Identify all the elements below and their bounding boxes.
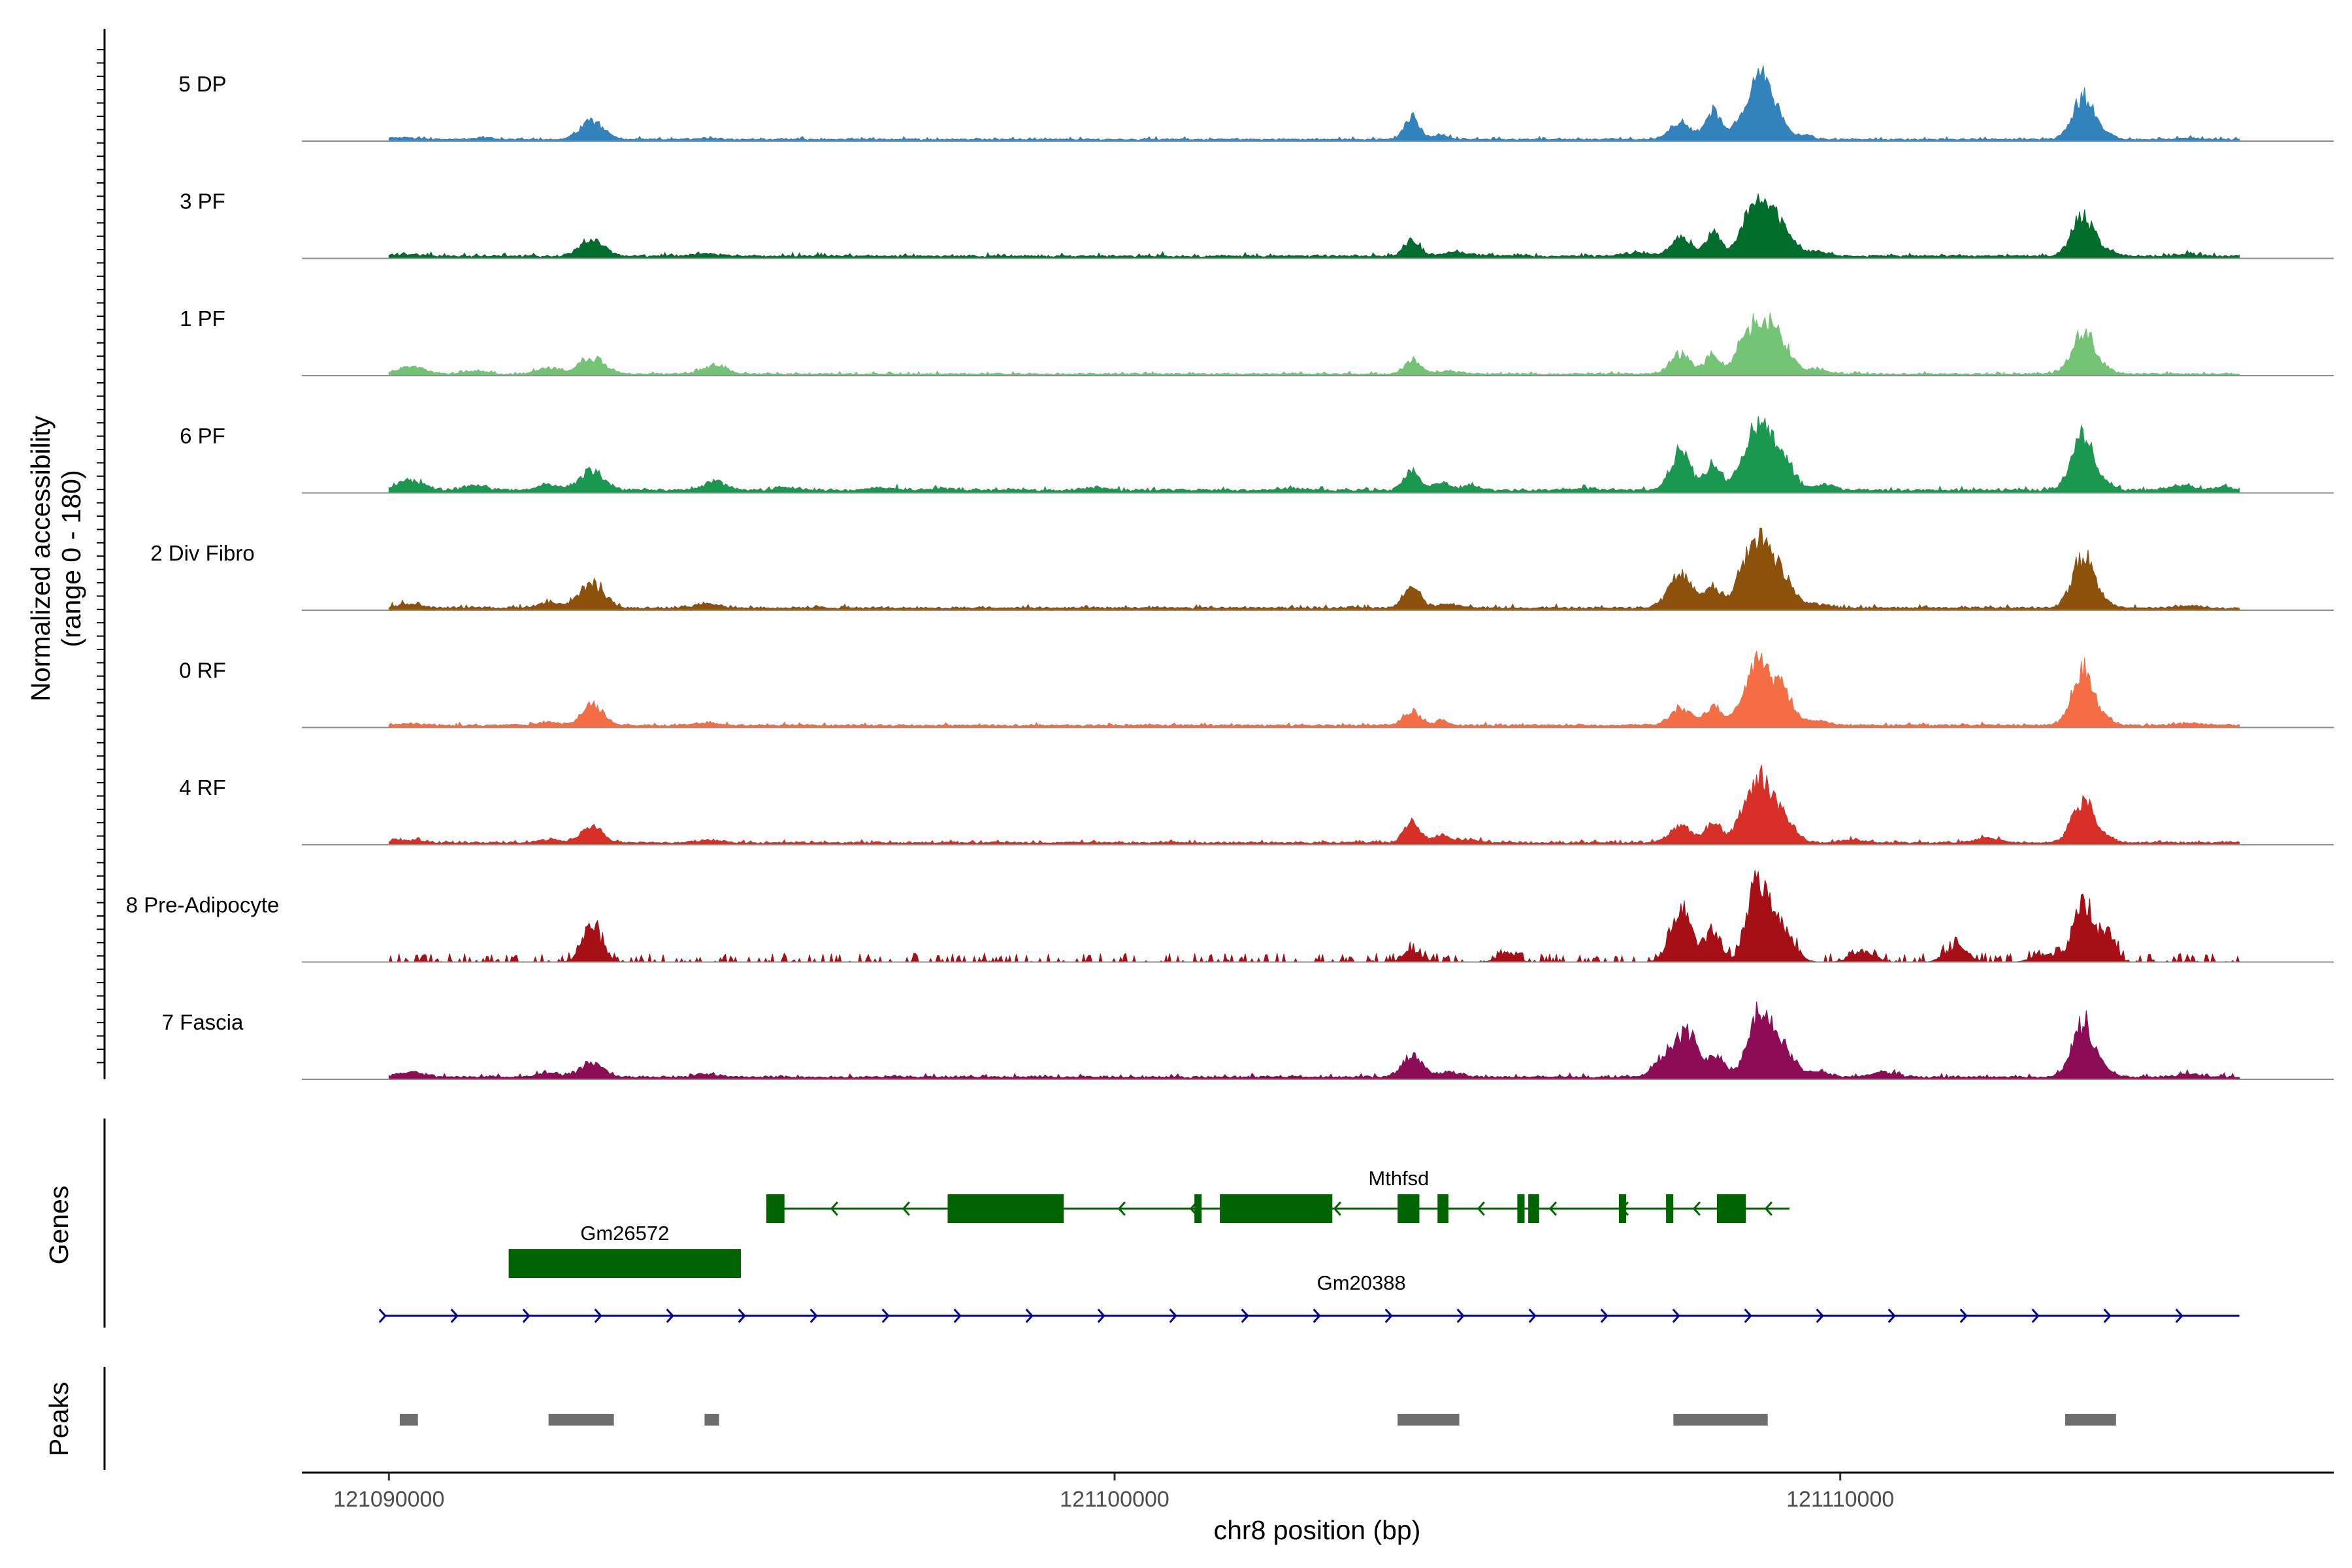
exon [766, 1194, 785, 1223]
exon [1437, 1194, 1448, 1223]
strand-chevron [594, 1308, 602, 1324]
strand-chevron [902, 1201, 910, 1217]
track-label: 5 DP [178, 72, 226, 96]
peaks-panel-label: Peaks [44, 1382, 74, 1456]
x-axis-ticks: 121090000 121100000 121110000 [333, 1473, 1894, 1512]
track-7-fascia: 7 Fascia [162, 1002, 2334, 1080]
strand-chevron [809, 1308, 818, 1324]
x-tick-label: 121090000 [333, 1487, 444, 1512]
strand-chevron [378, 1308, 387, 1324]
track-2-div-fibro: 2 Div Fibro [150, 527, 2334, 611]
strand-chevron [1097, 1308, 1105, 1324]
coverage-area [388, 764, 2240, 845]
strand-chevron [1528, 1308, 1537, 1324]
track-label: 4 RF [179, 776, 226, 800]
gene-label: Gm20388 [1317, 1271, 1406, 1294]
track-5-dp: 5 DP [178, 65, 2334, 142]
coverage-area [388, 1002, 2240, 1080]
coverage-area [388, 312, 2240, 376]
strand-chevron [1548, 1201, 1557, 1217]
strand-chevron [1764, 1201, 1772, 1217]
coverage-tracks: 5 DP 3 PF 1 PF 6 PF 2 Div Fibro 0 RF 4 RF 8 Pre… [126, 65, 2334, 1080]
coverage-area [388, 65, 2240, 142]
exon [1220, 1194, 1333, 1223]
y-axis [97, 29, 106, 1079]
track-4-rf: 4 RF [179, 764, 2334, 845]
coverage-area [388, 870, 2240, 964]
gene-annotation-track: Mthfsd Gm26572 Gm20388 [378, 1167, 2240, 1324]
strand-chevron [1600, 1308, 1609, 1324]
gene-gm20388: Gm20388 [378, 1271, 2240, 1324]
exon [1716, 1194, 1746, 1223]
strand-chevron [2031, 1308, 2040, 1324]
strand-chevron [1477, 1201, 1485, 1217]
exon [1618, 1194, 1626, 1223]
peak-region [548, 1414, 614, 1426]
exon [1397, 1194, 1420, 1223]
gene-mthfsd: Mthfsd [766, 1167, 1789, 1223]
strand-chevron [666, 1308, 674, 1324]
strand-chevron [830, 1201, 838, 1217]
peak-region [1397, 1414, 1460, 1426]
exon [947, 1194, 1064, 1223]
x-tick-label: 121110000 [1786, 1487, 1894, 1512]
strand-chevron [450, 1308, 459, 1324]
strand-chevron [1887, 1308, 1896, 1324]
exon [1666, 1194, 1674, 1223]
y-axis-title-line1: Normalized accessibility [25, 416, 56, 702]
x-axis-title: chr8 position (bp) [1214, 1515, 1421, 1545]
track-6-pf: 6 PF [180, 416, 2334, 494]
strand-chevron [1117, 1201, 1126, 1217]
strand-chevron [1241, 1308, 1249, 1324]
gene-label: Gm26572 [580, 1222, 669, 1245]
strand-chevron [1333, 1201, 1341, 1217]
strand-chevron [1456, 1308, 1465, 1324]
exon [1517, 1194, 1525, 1223]
gene-label: Mthfsd [1368, 1167, 1429, 1190]
gene-gm26572: Gm26572 [508, 1222, 741, 1278]
genes-panel-label: Genes [44, 1186, 74, 1265]
track-label: 8 Pre-Adipocyte [126, 893, 280, 917]
track-1-pf: 1 PF [180, 306, 2334, 376]
track-label: 2 Div Fibro [150, 541, 255, 565]
strand-chevron [1744, 1308, 1752, 1324]
peak-region [704, 1414, 719, 1426]
strand-chevron [1169, 1308, 1177, 1324]
track-label: 7 Fascia [162, 1010, 244, 1034]
y-axis-title-line2: (range 0 - 180) [56, 470, 86, 647]
strand-chevron [1672, 1308, 1680, 1324]
exon [1528, 1194, 1539, 1223]
strand-chevron [1959, 1308, 1968, 1324]
coverage-area [388, 527, 2240, 611]
track-0-rf: 0 RF [179, 650, 2334, 728]
strand-chevron [881, 1308, 890, 1324]
coverage-area [388, 416, 2240, 493]
strand-chevron [2103, 1308, 2112, 1324]
track-8-pre-adipocyte: 8 Pre-Adipocyte [126, 870, 2334, 964]
exon [508, 1249, 741, 1278]
strand-chevron [522, 1308, 531, 1324]
peak-region [1673, 1414, 1768, 1426]
strand-chevron [1692, 1201, 1701, 1217]
strand-chevron [1025, 1308, 1034, 1324]
peak-region [399, 1414, 418, 1426]
track-label: 1 PF [180, 306, 225, 331]
x-tick-label: 121100000 [1060, 1487, 1169, 1512]
coverage-area [388, 650, 2240, 728]
strand-chevron [1313, 1308, 1321, 1324]
exon [1194, 1194, 1202, 1223]
strand-chevron [2175, 1308, 2183, 1324]
coverage-area [388, 193, 2240, 259]
track-label: 3 PF [180, 189, 225, 214]
track-3-pf: 3 PF [180, 189, 2334, 259]
peak-region [2065, 1414, 2116, 1426]
peak-track [399, 1414, 2116, 1426]
strand-chevron [1384, 1308, 1393, 1324]
strand-chevron [738, 1308, 746, 1324]
track-label: 6 PF [180, 424, 225, 448]
strand-chevron [1816, 1308, 1824, 1324]
strand-chevron [953, 1308, 962, 1324]
track-label: 0 RF [179, 659, 226, 683]
